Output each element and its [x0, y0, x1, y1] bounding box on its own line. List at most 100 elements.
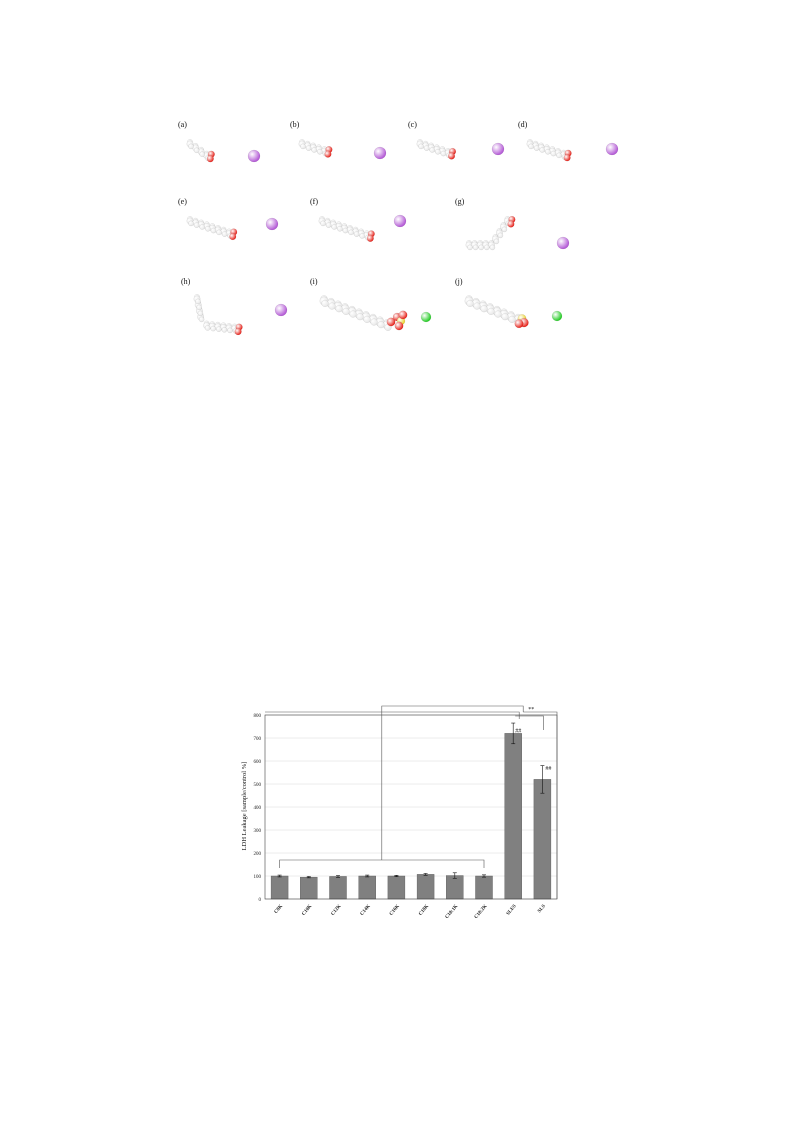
x-tick-label: C18:2K — [474, 904, 489, 920]
chart-bars — [270, 733, 552, 900]
potassium-atom — [265, 217, 279, 231]
panel-label: (i) — [310, 277, 318, 286]
molecule-model — [298, 139, 387, 160]
y-tick-label: 400 — [254, 806, 262, 811]
carbon-atom — [205, 226, 211, 232]
y-tick-label: 800 — [254, 714, 262, 719]
carbon-atom — [349, 310, 357, 318]
chart-category-labels: C8K C10K C12K C14K C16K C18K C18:1K C18:2K SLES S… — [274, 904, 547, 920]
molecule-model — [526, 139, 619, 162]
carbon-atom — [467, 244, 473, 251]
x-tick-label: C14K — [360, 904, 372, 917]
oxygen-atom — [398, 310, 408, 320]
carbon-atom — [321, 299, 329, 307]
carbon-atom — [328, 302, 336, 310]
carbon-atom — [221, 327, 228, 333]
carbon-atom — [197, 310, 204, 317]
carbon-atom — [377, 321, 385, 329]
y-tick-label: 200 — [254, 852, 262, 857]
carbon-atom — [210, 227, 217, 234]
carbon-atom — [480, 305, 488, 313]
panel-label: (h) — [181, 277, 191, 286]
carbon-atom — [556, 152, 562, 159]
carbon-atom — [353, 231, 360, 237]
carbon-atom — [335, 305, 343, 313]
molecule-model — [465, 215, 570, 251]
chart-significance-brackets: ## ## ** — [265, 705, 558, 899]
carbon-atom — [193, 222, 200, 228]
carbon-atom — [342, 307, 350, 315]
x-tick-label: C10K — [301, 904, 313, 917]
carbon-atom — [423, 145, 430, 151]
panel-label: (j) — [455, 277, 463, 286]
carbon-atom — [337, 226, 343, 232]
carbon-atom — [195, 298, 201, 305]
oxygen-atom — [563, 154, 571, 162]
bar-c16k — [387, 875, 406, 900]
x-tick-label: C18:1K — [445, 904, 460, 920]
carbon-atom — [227, 327, 233, 334]
carbon-atom — [545, 149, 551, 155]
oxygen-atom — [234, 328, 242, 336]
carbon-atom — [193, 147, 200, 154]
potassium-atom — [373, 146, 387, 160]
potassium-atom — [556, 236, 570, 250]
panel-label: (b) — [290, 120, 300, 129]
potassium-atom — [247, 149, 261, 163]
oxygen-atom — [366, 234, 374, 242]
carbon-atom — [188, 143, 194, 150]
molecule-model — [186, 139, 261, 163]
carbon-atom — [320, 220, 326, 227]
panel-label: (e) — [178, 197, 187, 206]
panel-label: (c) — [408, 120, 417, 129]
bar-c14k — [358, 875, 376, 900]
carbon-atom — [533, 145, 540, 151]
carbon-atom — [305, 145, 312, 151]
y-tick-label: 100 — [254, 875, 262, 880]
bar-c10k — [300, 876, 318, 900]
carbon-atom — [198, 316, 205, 323]
sls-bracket-inner — [515, 715, 544, 730]
potassium-atom — [491, 142, 505, 156]
x-tick-label: SLES — [506, 904, 518, 917]
bar-c18k — [416, 874, 435, 900]
carbon-atom — [508, 315, 516, 323]
carbon-atom — [472, 244, 479, 251]
y-tick-label: 300 — [254, 829, 262, 834]
comparison-bracket — [381, 705, 524, 860]
carbon-atom — [196, 304, 202, 311]
carbon-atom — [317, 149, 323, 155]
carbon-atom — [359, 233, 365, 239]
x-tick-label: C12K — [331, 904, 343, 917]
carbon-atom — [188, 220, 194, 227]
carbon-atom — [528, 143, 534, 150]
potassium-atom — [274, 303, 288, 317]
molecule-model — [193, 294, 288, 336]
sles-bracket — [265, 711, 520, 719]
carbon-atom — [493, 238, 500, 245]
bar-c12k — [329, 876, 347, 900]
carbon-atom — [325, 222, 332, 228]
oxygen-atom — [324, 150, 332, 158]
carbon-atom — [311, 147, 317, 153]
oxygen-atom — [394, 321, 404, 331]
sles-significance: ## — [515, 728, 521, 734]
bar-c8k — [270, 875, 289, 900]
carbon-atom — [348, 229, 354, 236]
carbon-atom — [484, 244, 490, 251]
molecule-model — [416, 139, 505, 160]
y-tick-label: 700 — [254, 737, 262, 742]
carbon-atom — [501, 313, 509, 321]
sls-bracket-outer — [523, 711, 558, 899]
molecule-model — [319, 295, 432, 331]
carbon-atom — [216, 326, 222, 332]
carbon-atom — [494, 310, 502, 318]
carbon-atom — [210, 325, 216, 332]
oxygen-atom — [206, 155, 214, 163]
y-tick-label: 0 — [259, 898, 262, 903]
chart-tick-labels: 0 100 200 300 400 500 600 700 800 — [254, 714, 262, 903]
bracket-significance: ** — [528, 707, 534, 713]
carbon-atom — [204, 325, 211, 331]
carbon-atom — [356, 313, 364, 321]
